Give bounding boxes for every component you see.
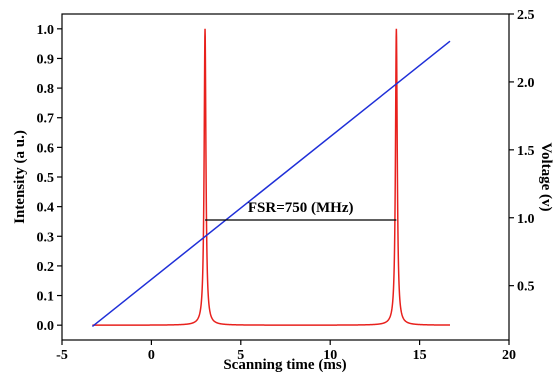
left-y-tick-label: 0.5	[37, 171, 55, 186]
right-y-axis-title: Voltage (v)	[538, 142, 554, 211]
left-y-tick-label: 1.0	[37, 23, 55, 38]
x-tick-label: 20	[502, 348, 516, 363]
left-y-tick-label: 0.3	[37, 230, 55, 245]
left-y-tick-label: 0.9	[37, 52, 55, 67]
x-tick-label: 5	[237, 348, 244, 363]
plot-frame	[61, 13, 510, 341]
intensity-series-line	[92, 28, 450, 326]
x-tick-label: -5	[56, 348, 68, 363]
left-y-tick-label: 0.1	[37, 290, 55, 305]
left-y-tick-label: 0.2	[37, 260, 55, 275]
left-y-tick-label: 0.8	[37, 82, 55, 97]
series-group	[91, 28, 451, 328]
right-y-tick-label: 0.5	[517, 280, 535, 295]
left-y-axis-title: Intensity (a u.)	[12, 130, 28, 224]
left-y-tick-label: 0.6	[37, 141, 55, 156]
voltage-series-line	[91, 40, 451, 328]
left-y-tick-label: 0.0	[37, 319, 55, 334]
annotation-group: FSR=750 (MHz)	[205, 200, 397, 221]
right-y-tick-label: 2.5	[517, 8, 535, 23]
x-axis-title: Scanning time (ms)	[223, 357, 346, 373]
axis-ticks	[57, 13, 514, 345]
left-y-tick-label: 0.7	[37, 112, 55, 127]
x-tick-label: 10	[323, 348, 337, 363]
left-y-tick-label: 0.4	[37, 201, 55, 216]
x-tick-label: 0	[148, 348, 155, 363]
right-y-tick-label: 2.0	[517, 76, 535, 91]
tick-labels: -5 0 5 10 15 20 0.0 0.1 0.2 0.3 0.4 0.5 0.6 0.7 0.8 0.9…	[37, 8, 535, 363]
fsr-label: FSR=750 (MHz)	[248, 200, 354, 216]
right-y-tick-label: 1.5	[517, 144, 535, 159]
right-y-tick-label: 1.0	[517, 212, 535, 227]
x-tick-label: 15	[413, 348, 427, 363]
